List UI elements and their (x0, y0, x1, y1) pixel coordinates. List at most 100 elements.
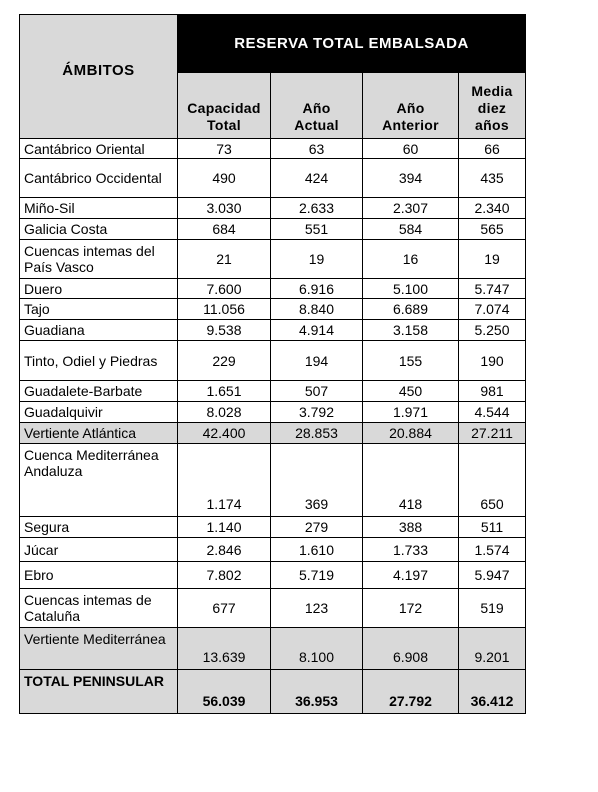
row-name: Ebro (19, 561, 178, 589)
anterior-cell: 2.307 (362, 197, 459, 219)
capacidad-cell: 11.056 (177, 298, 271, 320)
table-row: Tinto, Odiel y Piedras 229 194 155 190 (19, 340, 526, 381)
table-row: Júcar 2.846 1.610 1.733 1.574 (19, 537, 526, 562)
table-row: Guadalete-Barbate 1.651 507 450 981 (19, 380, 526, 402)
anterior-cell: 5.100 (362, 278, 459, 299)
row-name: Vertiente Mediterránea (19, 627, 178, 670)
anterior-cell: 450 (362, 380, 459, 402)
media-cell: 5.747 (458, 278, 526, 299)
col-header-ano-actual: Año Actual (270, 72, 363, 139)
media-cell: 4.544 (458, 401, 526, 423)
row-name: Tajo (19, 298, 178, 320)
anterior-cell: 394 (362, 158, 459, 198)
capacidad-cell: 1.651 (177, 380, 271, 402)
media-cell: 5.250 (458, 319, 526, 341)
capacidad-cell: 684 (177, 218, 271, 240)
media-cell: 19 (458, 239, 526, 279)
capacidad-cell: 229 (177, 340, 271, 381)
row-name: Cuenca Mediterránea Andaluza (19, 443, 178, 517)
table-row: Guadalquivir 8.028 3.792 1.971 4.544 (19, 401, 526, 423)
total-label: TOTAL PENINSULAR (19, 669, 178, 714)
anterior-cell: 1.971 (362, 401, 459, 423)
row-name: Cuencas intemas de Cataluña (19, 588, 178, 628)
capacidad-cell: 9.538 (177, 319, 271, 341)
media-cell: 435 (458, 158, 526, 198)
row-name: Júcar (19, 537, 178, 562)
anterior-cell: 584 (362, 218, 459, 240)
actual-cell: 6.916 (270, 278, 363, 299)
capacidad-cell: 73 (177, 138, 271, 159)
anterior-cell: 6.689 (362, 298, 459, 320)
media-cell: 565 (458, 218, 526, 240)
anterior-cell: 60 (362, 138, 459, 159)
table-row: Cuencas intemas del País Vasco 21 19 16 … (19, 239, 526, 279)
actual-cell: 2.633 (270, 197, 363, 219)
row-name: Guadalete-Barbate (19, 380, 178, 402)
actual-cell: 507 (270, 380, 363, 402)
actual-cell: 8.100 (270, 627, 363, 670)
row-name: Galicia Costa (19, 218, 178, 240)
col-header-capacidad: Capacidad Total (177, 72, 271, 139)
media-cell: 2.340 (458, 197, 526, 219)
anterior-cell: 4.197 (362, 561, 459, 589)
actual-cell: 194 (270, 340, 363, 381)
anterior-cell: 1.733 (362, 537, 459, 562)
subtotal-row: Vertiente Atlántica 42.400 28.853 20.884… (19, 422, 526, 444)
table-row: Duero 7.600 6.916 5.100 5.747 (19, 278, 526, 299)
media-cell: 9.201 (458, 627, 526, 670)
table-row: Cantábrico Occidental 490 424 394 435 (19, 158, 526, 198)
capacidad-cell: 3.030 (177, 197, 271, 219)
row-name: Cantábrico Oriental (19, 138, 178, 159)
capacidad-cell: 490 (177, 158, 271, 198)
table-row: Tajo 11.056 8.840 6.689 7.074 (19, 298, 526, 320)
reservoir-table: ÁMBITOS RESERVA TOTAL EMBALSADA Capacida… (19, 14, 526, 714)
table-row: Cantábrico Oriental 73 63 60 66 (19, 138, 526, 159)
table-row: Ebro 7.802 5.719 4.197 5.947 (19, 561, 526, 589)
actual-cell: 4.914 (270, 319, 363, 341)
anterior-cell: 418 (362, 443, 459, 517)
col-header-media: Media diez años (458, 72, 526, 139)
actual-cell: 279 (270, 516, 363, 538)
table-row: Guadiana 9.538 4.914 3.158 5.250 (19, 319, 526, 341)
media-cell: 650 (458, 443, 526, 517)
anterior-cell: 6.908 (362, 627, 459, 670)
row-name: Tinto, Odiel y Piedras (19, 340, 178, 381)
table-row: Cuenca Mediterránea Andaluza 1.174 369 4… (19, 443, 526, 517)
row-name: Vertiente Atlántica (19, 422, 178, 444)
total-media-cell: 36.412 (458, 669, 526, 714)
media-cell: 66 (458, 138, 526, 159)
actual-cell: 28.853 (270, 422, 363, 444)
actual-cell: 63 (270, 138, 363, 159)
media-cell: 5.947 (458, 561, 526, 589)
capacidad-cell: 1.174 (177, 443, 271, 517)
actual-cell: 369 (270, 443, 363, 517)
row-name: Guadalquivir (19, 401, 178, 423)
anterior-cell: 388 (362, 516, 459, 538)
subtotal-row: Vertiente Mediterránea 13.639 8.100 6.90… (19, 627, 526, 670)
actual-cell: 123 (270, 588, 363, 628)
capacidad-cell: 13.639 (177, 627, 271, 670)
table-row: Galicia Costa 684 551 584 565 (19, 218, 526, 240)
table-row: Cuencas intemas de Cataluña 677 123 172 … (19, 588, 526, 628)
ambitos-header: ÁMBITOS (19, 14, 178, 139)
reserva-total-header: RESERVA TOTAL EMBALSADA (177, 14, 526, 73)
actual-cell: 1.610 (270, 537, 363, 562)
table-row: Segura 1.140 279 388 511 (19, 516, 526, 538)
capacidad-cell: 7.600 (177, 278, 271, 299)
actual-cell: 424 (270, 158, 363, 198)
media-cell: 519 (458, 588, 526, 628)
actual-cell: 19 (270, 239, 363, 279)
media-cell: 27.211 (458, 422, 526, 444)
total-actual-cell: 36.953 (270, 669, 363, 714)
actual-cell: 3.792 (270, 401, 363, 423)
table-row: Miño-Sil 3.030 2.633 2.307 2.340 (19, 197, 526, 219)
media-cell: 981 (458, 380, 526, 402)
row-name: Guadiana (19, 319, 178, 341)
row-name: Miño-Sil (19, 197, 178, 219)
row-name: Duero (19, 278, 178, 299)
capacidad-cell: 8.028 (177, 401, 271, 423)
anterior-cell: 3.158 (362, 319, 459, 341)
total-capacidad-cell: 56.039 (177, 669, 271, 714)
media-cell: 1.574 (458, 537, 526, 562)
capacidad-cell: 2.846 (177, 537, 271, 562)
